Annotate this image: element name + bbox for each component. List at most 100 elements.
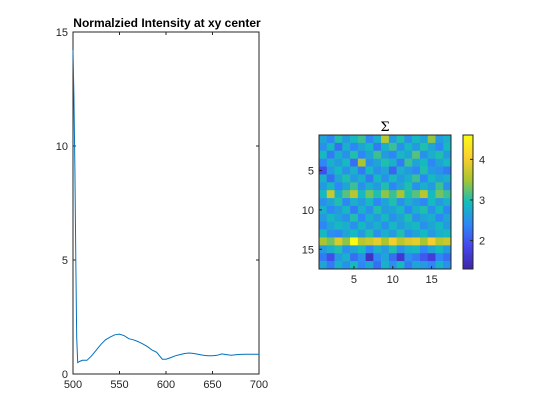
line-y-tick-label: 15 — [56, 27, 68, 39]
heatmap-cell — [435, 182, 444, 191]
heatmap-cell — [381, 213, 390, 222]
heatmap-cell — [357, 174, 366, 183]
heatmap-cell — [388, 166, 397, 175]
heatmap-cell — [357, 158, 366, 167]
heatmap-cell — [326, 166, 335, 175]
heatmap-cell — [435, 142, 444, 152]
heatmap-cell — [427, 150, 436, 159]
heatmap-cell — [388, 205, 397, 215]
heatmap-cell — [365, 237, 374, 246]
heatmap-cell — [326, 182, 335, 191]
heatmap-cell — [350, 245, 359, 254]
heatmap-cell — [357, 166, 366, 175]
heatmap-cell — [435, 261, 444, 270]
heatmap-cell — [319, 142, 328, 152]
heatmap-cell — [412, 142, 421, 152]
heatmap-cell — [396, 166, 405, 175]
line-series — [72, 50, 259, 364]
heatmap-cell — [334, 261, 343, 270]
heatmap-cell — [319, 182, 328, 191]
heatmap-cell — [412, 253, 421, 262]
heatmap-cell — [365, 150, 374, 159]
heatmap-cells — [319, 135, 452, 270]
heatmap-cell — [381, 158, 390, 167]
heatmap-cell — [396, 213, 405, 222]
heatmap-cell — [427, 182, 436, 191]
heatmap-cell — [419, 229, 428, 238]
line-y-tick-label: 10 — [56, 141, 68, 153]
heatmap-cell — [373, 245, 382, 254]
heatmap-cell — [326, 142, 335, 152]
heatmap-cell — [435, 150, 444, 159]
heatmap-y-ticks: 5 10 15 — [302, 165, 322, 256]
heatmap-cell — [350, 229, 359, 238]
heatmap-cell — [350, 205, 359, 215]
heatmap-cell — [357, 261, 366, 270]
heatmap-cell — [396, 190, 405, 199]
heatmap-cell — [357, 221, 366, 230]
heatmap-cell — [365, 166, 374, 175]
heatmap-cell — [396, 261, 405, 270]
colorbar: 2 3 4 — [462, 134, 485, 270]
heatmap-y-tick-label: 5 — [308, 165, 314, 177]
heatmap-cell — [427, 245, 436, 254]
heatmap-cell — [419, 182, 428, 191]
heatmap-cell — [419, 221, 428, 230]
heatmap-cell — [388, 261, 397, 270]
heatmap-cell — [350, 142, 359, 152]
heatmap-cell — [373, 190, 382, 199]
heatmap-cell — [427, 190, 436, 199]
heatmap-cell — [373, 229, 382, 238]
heatmap-cell — [326, 135, 335, 144]
heatmap-cell — [419, 253, 428, 262]
heatmap-cell — [357, 182, 366, 191]
heatmap-cell — [350, 198, 359, 207]
heatmap-cell — [381, 150, 390, 159]
heatmap-cell — [334, 198, 343, 207]
heatmap-cell — [396, 182, 405, 191]
heatmap-cell — [419, 150, 428, 159]
heatmap-cell — [381, 135, 390, 144]
heatmap-cell — [373, 182, 382, 191]
heatmap-cell — [319, 229, 328, 238]
heatmap-cell — [357, 253, 366, 262]
heatmap-cell — [435, 213, 444, 222]
heatmap-cell — [319, 213, 328, 222]
heatmap-cell — [357, 135, 366, 144]
heatmap-cell — [326, 150, 335, 159]
heatmap-cell — [412, 261, 421, 270]
heatmap-cell — [365, 221, 374, 230]
heatmap-cell — [342, 190, 351, 199]
heatmap-x-tick-label: 15 — [425, 274, 437, 286]
heatmap-cell — [319, 166, 328, 175]
heatmap-cell — [396, 245, 405, 254]
heatmap-cell — [326, 198, 335, 207]
heatmap-cell — [435, 158, 444, 167]
heatmap-cell — [319, 237, 328, 246]
heatmap-cell — [388, 182, 397, 191]
heatmap-cell — [443, 237, 452, 246]
heatmap-cell — [404, 182, 413, 191]
heatmap-cell — [342, 261, 351, 270]
heatmap-cell — [412, 229, 421, 238]
heatmap-cell — [404, 237, 413, 246]
heatmap-cell — [388, 174, 397, 183]
heatmap-cell — [334, 237, 343, 246]
heatmap-cell — [412, 135, 421, 144]
heatmap-cell — [404, 166, 413, 175]
heatmap-cell — [427, 142, 436, 152]
heatmap-cell — [404, 135, 413, 144]
heatmap-cell — [404, 213, 413, 222]
line-x-tick-label: 550 — [110, 379, 128, 391]
heatmap-cell — [350, 182, 359, 191]
heatmap-cell — [326, 245, 335, 254]
heatmap-cell — [412, 190, 421, 199]
heatmap-cell — [404, 229, 413, 238]
heatmap-cell — [427, 237, 436, 246]
heatmap-cell — [365, 174, 374, 183]
heatmap-cell — [396, 237, 405, 246]
heatmap-cell — [443, 150, 452, 159]
heatmap-cell — [334, 150, 343, 159]
heatmap-cell — [435, 245, 444, 254]
heatmap-cell — [342, 213, 351, 222]
